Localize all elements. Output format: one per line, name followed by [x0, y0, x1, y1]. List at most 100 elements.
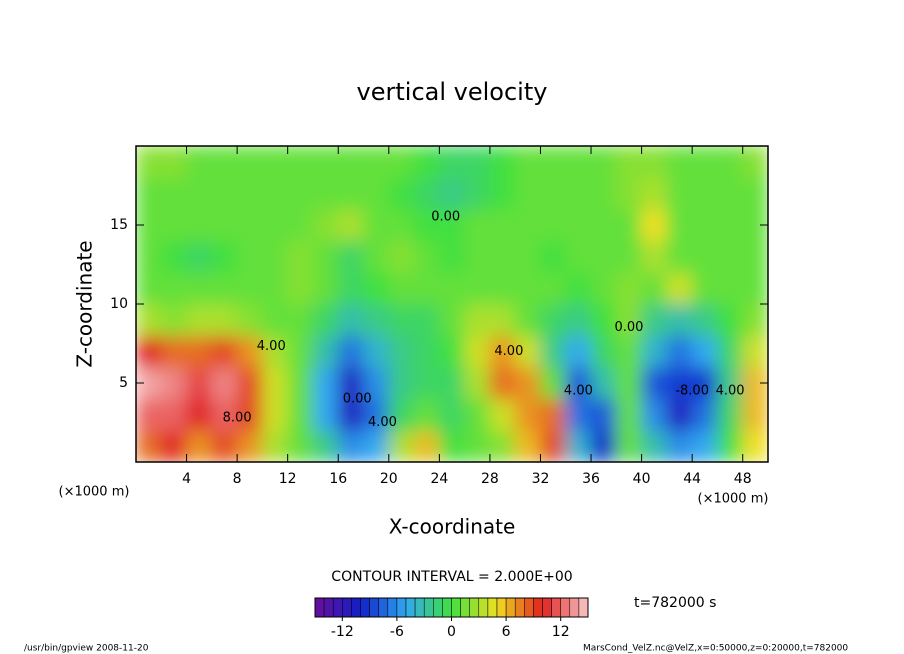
field-cell [388, 208, 415, 242]
colorbar-cell [396, 597, 407, 618]
x-tick-label: 40 [633, 471, 651, 487]
field-cell [312, 177, 339, 210]
field-cell [489, 177, 516, 210]
field-cell [287, 271, 314, 305]
field-cell [211, 177, 238, 210]
field-cell [666, 240, 693, 273]
colorbar-cell [496, 597, 507, 618]
field-cell [464, 429, 491, 462]
field-cell [489, 208, 516, 242]
field-cell [363, 366, 390, 400]
field-cell [716, 366, 744, 400]
field-cell [413, 146, 440, 179]
contour-label: 4.00 [716, 383, 745, 398]
contour-label: 0.00 [614, 320, 643, 335]
field-cell [641, 208, 668, 242]
field-cell [413, 208, 440, 242]
field-cell [287, 398, 314, 431]
field-cell [464, 240, 491, 273]
field-cell [641, 303, 668, 337]
field-cell [312, 303, 339, 337]
field-cell [186, 398, 213, 431]
colorbar-cell [342, 597, 352, 618]
colorbar-cell [533, 597, 543, 618]
x-axis-label: X-coordinate [389, 515, 516, 539]
field-cell [160, 240, 188, 273]
field-cells [136, 146, 768, 462]
field-cell [413, 271, 440, 305]
colorbar-cell [369, 597, 379, 618]
field-cell [136, 271, 162, 305]
field-cell [261, 398, 289, 431]
colorbar-cell [524, 597, 534, 618]
field-cell [590, 335, 617, 368]
field-cell [615, 177, 643, 210]
field-cell [615, 335, 643, 368]
field-cell [388, 303, 415, 337]
field-cell [337, 208, 365, 242]
field-cell [388, 146, 415, 179]
field-cell [337, 146, 365, 179]
colorbar-cell [469, 597, 480, 618]
y-tick-label: 5 [119, 375, 128, 391]
field-cell [514, 271, 541, 305]
field-cell [160, 366, 188, 400]
field-cell [261, 208, 289, 242]
field-cell [666, 208, 693, 242]
field-cell [716, 240, 744, 273]
field-cell [464, 398, 491, 431]
field-cell [261, 303, 289, 337]
contour-label: 0.00 [431, 210, 460, 225]
field-cell [186, 208, 213, 242]
field-cell [438, 398, 466, 431]
field-cell [539, 208, 567, 242]
colorbar-tick-label: 12 [552, 624, 570, 640]
field-cell [691, 177, 718, 210]
x-tick-label: 12 [279, 471, 297, 487]
x-tick-label: 36 [582, 471, 600, 487]
field-cell [565, 208, 592, 242]
field-cell [160, 146, 188, 179]
field-cell [565, 240, 592, 273]
field-cell [438, 303, 466, 337]
field-cell [388, 240, 415, 273]
field-cell [565, 177, 592, 210]
field-cell [363, 146, 390, 179]
field-cell [514, 335, 541, 368]
contour-label: 4.00 [368, 415, 397, 430]
field-cell [337, 240, 365, 273]
field-cell [641, 271, 668, 305]
field-cell [615, 271, 643, 305]
field-cell [413, 303, 440, 337]
field-cell [337, 177, 365, 210]
field-cell [186, 146, 213, 179]
field-cell [236, 177, 263, 210]
field-cell [136, 335, 162, 368]
field-cell [261, 366, 289, 400]
field-cell [438, 240, 466, 273]
field-cell [539, 303, 567, 337]
field-cell [160, 335, 188, 368]
field-cell [413, 398, 440, 431]
contour-label: 8.00 [223, 410, 252, 425]
field-cell [388, 398, 415, 431]
y-axis-label: Z-coordinate [73, 240, 97, 367]
field-cell [691, 146, 718, 179]
field-cell [236, 146, 263, 179]
field-cell [489, 146, 516, 179]
x-tick-label: 16 [329, 471, 347, 487]
colorbar-cell [433, 597, 443, 618]
field-cell [136, 146, 162, 179]
field-cell [691, 429, 718, 462]
field-cell [641, 335, 668, 368]
field-cell [312, 146, 339, 179]
field-cell [312, 335, 339, 368]
field-cell [489, 240, 516, 273]
field-cell [363, 177, 390, 210]
field-cell [337, 398, 365, 431]
field-cell [716, 398, 744, 431]
field-cell [565, 398, 592, 431]
field-cell [691, 366, 718, 400]
field-cell [539, 240, 567, 273]
colorbar-cell [460, 597, 470, 618]
